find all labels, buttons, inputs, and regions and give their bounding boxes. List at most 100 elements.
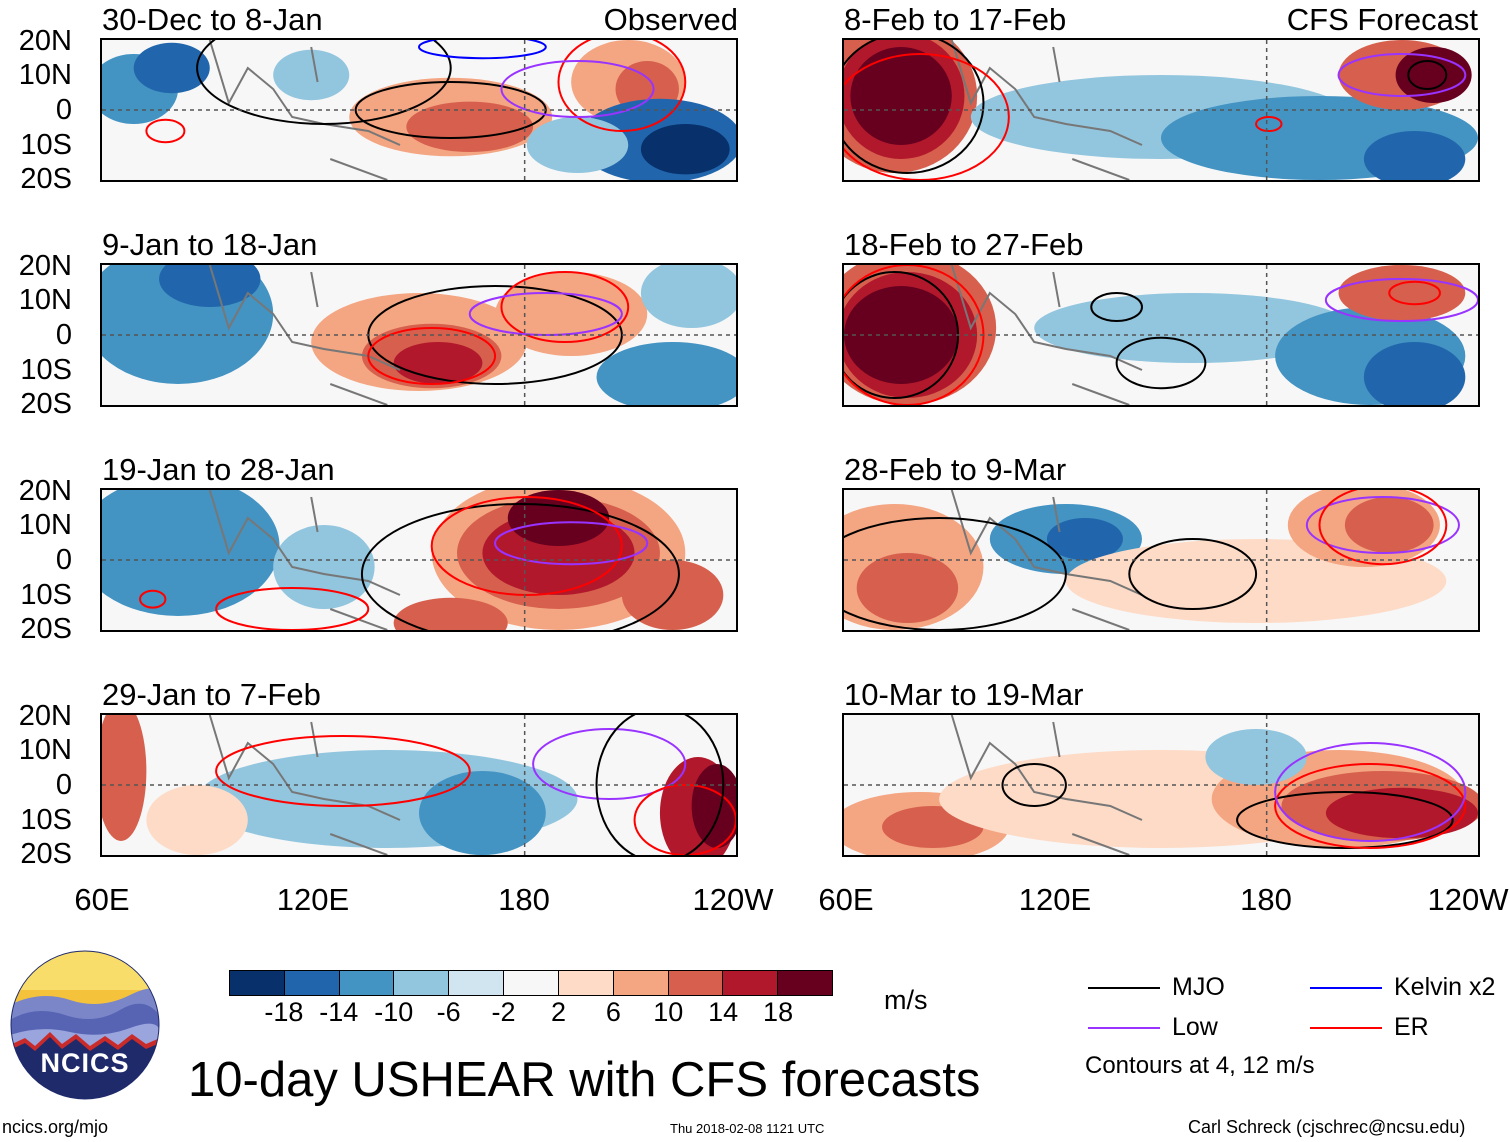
shading-region — [273, 525, 375, 609]
map-panel — [842, 713, 1480, 857]
lon-label: 120E — [276, 882, 350, 917]
lon-label: 180 — [1240, 882, 1292, 917]
colorbar-tick-label: 14 — [708, 997, 739, 1027]
shear-field-map — [102, 715, 736, 855]
legend-item-er: ER — [1310, 1013, 1429, 1042]
shear-field-map — [102, 265, 736, 405]
colorbar-tick-label: -14 — [319, 997, 359, 1027]
legend-swatch — [1088, 986, 1160, 989]
shading-region — [146, 785, 248, 855]
footer-timestamp: Thu 2018-02-08 1121 UTC — [670, 1121, 825, 1136]
lat-label: 20S — [20, 613, 72, 645]
lat-label: 0 — [55, 544, 72, 576]
shading-region — [1363, 131, 1466, 180]
colorbar-cell — [230, 971, 285, 995]
shading-region — [1034, 293, 1352, 363]
colorbar-cell — [613, 971, 669, 995]
lat-label: 10N — [18, 509, 72, 541]
colorbar-tick-label: -6 — [436, 997, 461, 1027]
contour-line — [367, 327, 497, 385]
legend-note: Contours at 4, 12 m/s — [1085, 1052, 1315, 1079]
contour-line — [1407, 60, 1448, 90]
contour-line — [1236, 791, 1454, 849]
map-panel — [842, 488, 1480, 632]
map-panel — [100, 488, 738, 632]
lat-label: 0 — [55, 94, 72, 126]
contour-line — [1305, 496, 1460, 554]
contour-line — [500, 60, 655, 118]
contour-line — [1388, 280, 1441, 306]
colorbar-cell — [449, 971, 505, 995]
shading-region — [1205, 729, 1307, 785]
shear-field-map — [844, 490, 1478, 630]
footer-url[interactable]: ncics.org/mjo — [2, 1117, 109, 1137]
shading-region — [1046, 518, 1123, 560]
lat-label: 20N — [18, 250, 72, 282]
lon-label: 60E — [74, 882, 130, 917]
shading-region — [526, 117, 629, 173]
map-panel — [842, 263, 1480, 407]
contour-line — [1255, 116, 1283, 132]
contour-line — [1274, 763, 1467, 849]
contour-line — [633, 784, 736, 855]
colorbar — [229, 970, 833, 996]
contour-line — [360, 503, 680, 630]
shading-region — [102, 715, 147, 841]
colorbar-tick-label: -18 — [264, 997, 304, 1027]
colorbar-cell — [339, 971, 395, 995]
contour-line — [557, 40, 687, 132]
contour-line — [139, 589, 167, 609]
panel-title: 9-Jan to 18-Jan — [102, 227, 318, 262]
colorbar-tick-label: 10 — [653, 997, 684, 1027]
contour-line — [215, 735, 471, 807]
colorbar-tick-label: -10 — [374, 997, 414, 1027]
colorbar-tick-label: 6 — [605, 997, 621, 1027]
legend-swatch — [1310, 1026, 1382, 1029]
panel-title: 29-Jan to 7-Feb — [102, 677, 321, 712]
contour-line — [1001, 763, 1067, 807]
lat-label: 20N — [18, 475, 72, 507]
lat-label: 10N — [18, 734, 72, 766]
shading-region — [856, 553, 959, 623]
coastline — [950, 265, 1143, 405]
lon-label: 180 — [498, 882, 550, 917]
shear-field-map — [844, 265, 1478, 405]
lat-label: 10N — [18, 59, 72, 91]
legend-item-kelvin: Kelvin x2 — [1310, 973, 1495, 1002]
shading-region — [406, 101, 534, 152]
observed-label: Observed — [603, 2, 738, 37]
contour-line — [215, 587, 370, 630]
colorbar-cell — [284, 971, 340, 995]
colorbar-units: m/s — [884, 985, 928, 1015]
shading-region — [1338, 265, 1466, 321]
colorbar-tick-label: -2 — [491, 997, 516, 1027]
map-panel — [842, 38, 1480, 182]
colorbar-cell — [394, 971, 450, 995]
shear-field-map — [844, 40, 1478, 180]
lon-label: 120W — [1427, 882, 1509, 917]
legend-item-mjo: MJO — [1088, 973, 1225, 1002]
lat-label: 10S — [20, 129, 72, 161]
contour-line — [844, 40, 985, 174]
legend-label: Kelvin x2 — [1394, 973, 1496, 1001]
legend-label: ER — [1394, 1013, 1429, 1041]
contour-line — [1090, 292, 1143, 322]
shading-region — [133, 42, 210, 94]
contour-line — [1318, 490, 1448, 566]
lon-label: 60E — [818, 882, 874, 917]
figure-title: 10-day USHEAR with CFS forecasts — [188, 1053, 981, 1107]
colorbar-tick-label: 2 — [550, 997, 566, 1027]
panel-title: 19-Jan to 28-Jan — [102, 452, 335, 487]
map-panel — [100, 263, 738, 407]
contour-line — [1115, 336, 1207, 390]
coastline — [208, 40, 401, 180]
contour-line — [1337, 53, 1467, 97]
colorbar-cell — [778, 971, 832, 995]
lon-label: 120E — [1018, 882, 1092, 917]
contour-line — [500, 271, 630, 343]
shading-region — [102, 490, 280, 616]
shading-region — [507, 490, 610, 546]
map-panel — [100, 713, 738, 857]
lat-label: 20S — [20, 388, 72, 420]
contour-line — [1274, 742, 1467, 842]
